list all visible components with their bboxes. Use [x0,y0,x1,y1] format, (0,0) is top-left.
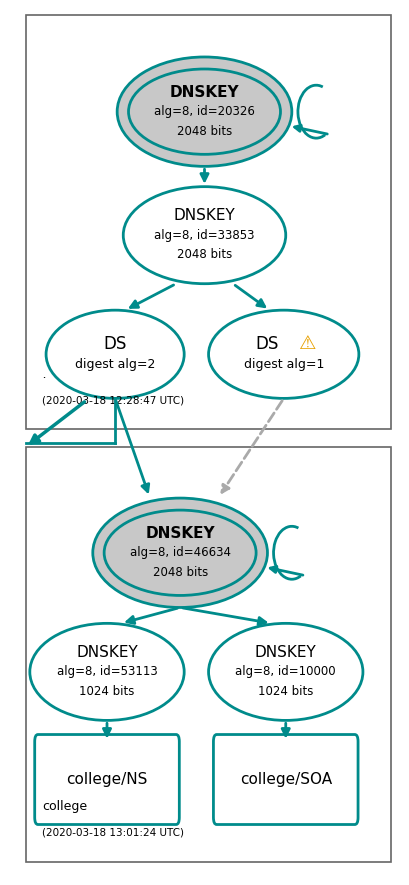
Text: .: . [42,368,46,381]
Text: 2048 bits: 2048 bits [153,566,208,579]
Ellipse shape [30,623,184,720]
Ellipse shape [93,498,267,607]
Text: 1024 bits: 1024 bits [258,685,313,697]
Text: college/SOA: college/SOA [240,772,332,787]
Text: DNSKEY: DNSKEY [76,645,138,660]
Text: alg=8, id=46634: alg=8, id=46634 [130,546,231,559]
Text: college: college [42,800,87,813]
Text: 2048 bits: 2048 bits [177,248,232,261]
Text: ⚠: ⚠ [299,335,317,353]
Bar [26,447,391,862]
Text: (2020-03-18 13:01:24 UTC): (2020-03-18 13:01:24 UTC) [42,827,184,838]
Text: alg=8, id=10000: alg=8, id=10000 [236,666,336,679]
Ellipse shape [46,310,184,398]
Text: digest alg=1: digest alg=1 [243,358,324,372]
Text: 1024 bits: 1024 bits [79,685,135,697]
Ellipse shape [209,623,363,720]
Text: 2048 bits: 2048 bits [177,125,232,137]
Text: DS: DS [256,335,279,352]
Text: DNSKEY: DNSKEY [170,85,239,100]
Text: DS: DS [103,335,127,352]
Ellipse shape [209,310,359,398]
Ellipse shape [117,57,292,166]
Bar [26,15,391,429]
Ellipse shape [123,187,286,284]
FancyBboxPatch shape [35,735,179,825]
Text: alg=8, id=33853: alg=8, id=33853 [154,228,255,242]
Text: alg=8, id=20326: alg=8, id=20326 [154,105,255,119]
Text: (2020-03-18 12:28:47 UTC): (2020-03-18 12:28:47 UTC) [42,396,184,405]
Text: DNSKEY: DNSKEY [145,526,215,541]
Text: college/NS: college/NS [66,772,148,787]
Text: alg=8, id=53113: alg=8, id=53113 [56,666,157,679]
Text: DNSKEY: DNSKEY [174,208,235,223]
FancyBboxPatch shape [213,735,358,825]
Text: digest alg=2: digest alg=2 [75,358,155,372]
Text: DNSKEY: DNSKEY [255,645,317,660]
